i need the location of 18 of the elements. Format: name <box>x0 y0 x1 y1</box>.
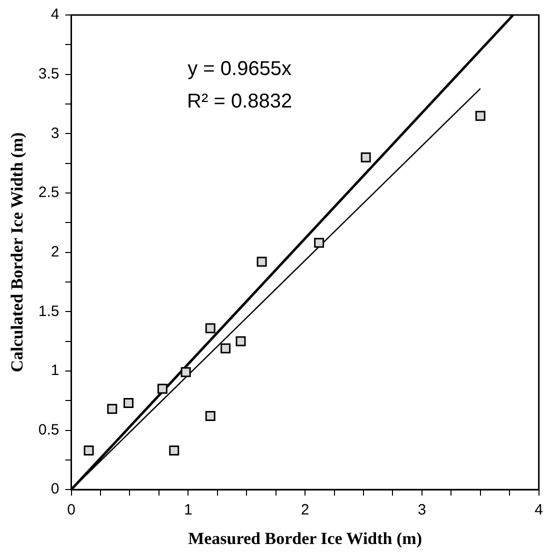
x-tick-label: 4 <box>534 502 543 519</box>
annotation: y = 0.9655x <box>188 58 292 80</box>
y-axis-title: Calculated Border Ice Width (m) <box>8 132 27 372</box>
y-tick-label: 1.5 <box>38 302 60 320</box>
y-tick-label: 2 <box>50 243 60 260</box>
y-tick-label: 4 <box>50 6 60 24</box>
y-tick-label: 0 <box>50 480 60 498</box>
y-tick-label: 1 <box>50 362 60 380</box>
y-tick-label: 2.5 <box>38 184 60 202</box>
y-tick-label: 0.5 <box>38 421 60 438</box>
y-tick-label: 3.5 <box>38 65 60 82</box>
x-tick-label: 0 <box>67 502 76 519</box>
x-tick-label: 1 <box>184 502 192 519</box>
x-tick-label: 3 <box>418 502 426 519</box>
annotation: R² = 0.8832 <box>187 90 292 112</box>
x-tick-label: 2 <box>300 502 310 519</box>
x-axis-title: Measured Border Ice Width (m) <box>188 529 422 548</box>
y-tick-label: 3 <box>50 124 60 142</box>
